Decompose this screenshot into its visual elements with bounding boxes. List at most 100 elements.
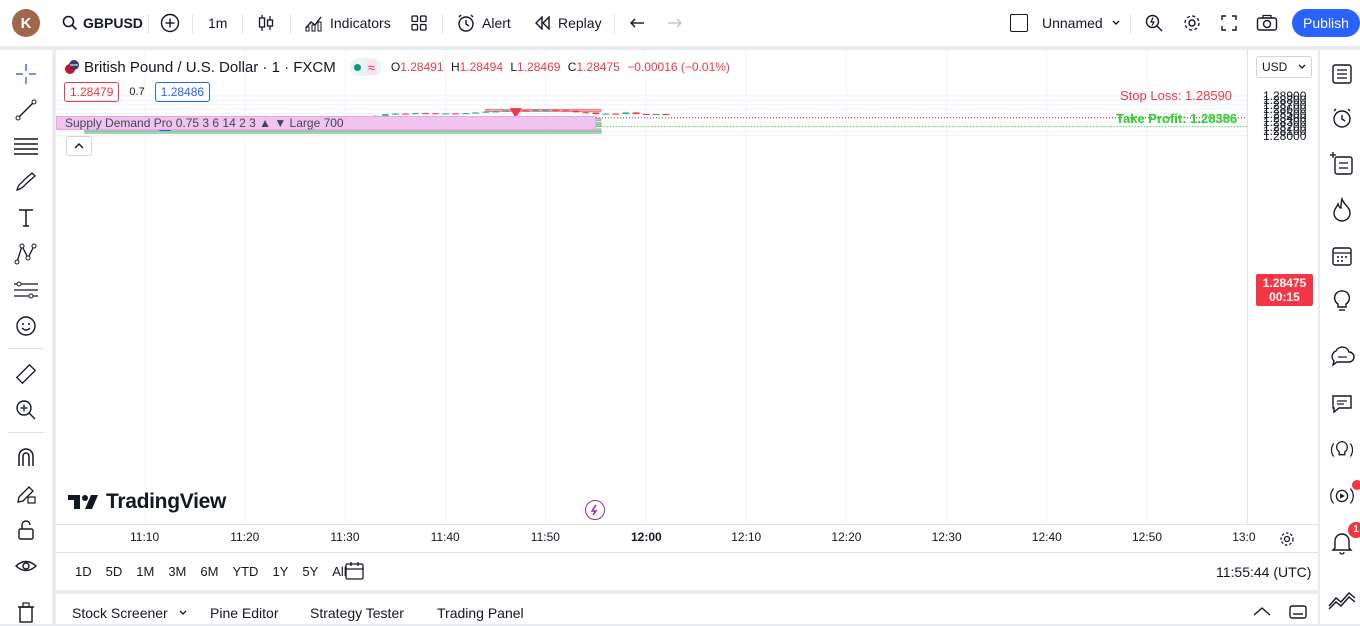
range-button-6m[interactable]: 6M — [200, 564, 219, 579]
publish-button[interactable]: Publish — [1292, 0, 1360, 46]
forecast-tool[interactable] — [12, 276, 40, 304]
lock-tool[interactable] — [12, 516, 40, 544]
event-marker[interactable] — [585, 500, 605, 520]
maximize-panel-button[interactable] — [1288, 603, 1308, 621]
currency-select[interactable]: USD — [1256, 56, 1312, 78]
time-tick-label: 12:40 — [1031, 530, 1062, 544]
range-button-all[interactable]: All — [332, 564, 347, 579]
indicator-legend[interactable]: Supply Demand Pro 0.75 3 6 14 2 3 ▲ ▼ La… — [56, 116, 596, 130]
user-avatar[interactable]: K — [12, 0, 40, 46]
magnet-tool[interactable] — [12, 444, 40, 472]
undo-button[interactable] — [628, 0, 646, 46]
notifications-button[interactable]: 1 — [1328, 522, 1360, 556]
tab-trading-panel[interactable]: Trading Panel — [437, 605, 524, 621]
hide-tool[interactable] — [12, 552, 40, 580]
object-tree-button[interactable] — [1328, 150, 1356, 178]
brush-tool[interactable] — [12, 168, 40, 196]
candle — [502, 110, 510, 112]
settings-button[interactable] — [1182, 0, 1202, 46]
range-button-1y[interactable]: 1Y — [272, 564, 289, 579]
indicators-icon — [305, 16, 322, 32]
tradingview-watermark: TradingView — [68, 490, 226, 514]
tab-stock-screener[interactable]: Stock Screener — [72, 605, 188, 621]
candle-body — [432, 113, 440, 115]
candle — [592, 112, 600, 115]
measure-tool[interactable] — [12, 360, 40, 388]
time-tick-label: 12:30 — [931, 530, 962, 544]
range-button-1m[interactable]: 1M — [136, 564, 155, 579]
lightning-icon — [590, 504, 598, 516]
alarm-clock-icon — [458, 14, 474, 32]
add-list-icon — [1330, 152, 1353, 175]
chart-canvas[interactable] — [56, 50, 1318, 590]
market-status[interactable]: ≈ — [349, 58, 381, 76]
axis-settings-button[interactable] — [1278, 530, 1296, 548]
trade-buttons: 1.28479 0.7 1.28486 — [64, 82, 211, 102]
minds-button[interactable] — [1328, 390, 1356, 418]
range-button-5d[interactable]: 5D — [105, 564, 123, 579]
calendar-button[interactable] — [1328, 242, 1356, 270]
pattern-icon — [14, 243, 37, 265]
fullscreen-button[interactable] — [1220, 0, 1238, 46]
streams-button[interactable] — [1328, 436, 1356, 464]
alarm-clock-icon — [1333, 108, 1351, 128]
chart-pane[interactable]: British Pound / U.S. Dollar · 1 · FXCM ≈… — [56, 50, 1318, 590]
range-button-1d[interactable]: 1D — [75, 564, 92, 579]
watchlist-button[interactable] — [1328, 60, 1356, 88]
alert-button[interactable]: Alert — [456, 0, 511, 46]
alerts-button[interactable] — [1328, 104, 1356, 132]
sell-button[interactable]: 1.28479 — [64, 82, 120, 102]
fib-tool[interactable] — [12, 132, 40, 160]
trading-panel-button[interactable] — [1328, 586, 1356, 614]
pattern-tool[interactable] — [12, 240, 40, 268]
buy-button[interactable]: 1.28486 — [154, 82, 211, 102]
delete-tool[interactable] — [12, 598, 40, 626]
compare-symbol-button[interactable] — [160, 0, 180, 46]
crosshair-tool[interactable] — [12, 60, 40, 88]
time-tick-label: 11:40 — [430, 530, 460, 544]
interval-button[interactable]: 1m — [208, 15, 228, 31]
range-button-5y[interactable]: 5Y — [302, 564, 319, 579]
speech-bubble-icon — [1332, 395, 1352, 414]
templates-button[interactable] — [410, 0, 428, 46]
watermark-text: TradingView — [106, 490, 227, 513]
ideas-button[interactable] — [1328, 288, 1356, 316]
open-value: 1.28491 — [400, 60, 444, 74]
smiley-icon — [16, 316, 36, 336]
tab-strategy-tester[interactable]: Strategy Tester — [310, 605, 404, 621]
hotlists-button[interactable] — [1328, 196, 1356, 224]
stay-drawing-tool[interactable] — [12, 480, 40, 508]
camera-icon — [1256, 14, 1278, 31]
collapse-panel-button[interactable] — [1252, 604, 1272, 618]
trend-line-tool[interactable] — [12, 96, 40, 124]
tab-pine-editor[interactable]: Pine Editor — [210, 605, 279, 621]
range-button-3m[interactable]: 3M — [168, 564, 187, 579]
redo-button[interactable] — [666, 0, 684, 46]
icon-tool[interactable] — [12, 312, 40, 340]
candle — [632, 112, 640, 115]
notification-badge: 1 — [1348, 522, 1360, 538]
layout-checkbox[interactable] — [1010, 0, 1028, 46]
symbol-title[interactable]: British Pound / U.S. Dollar · 1 · FXCM — [84, 58, 336, 76]
collapse-legend-button[interactable] — [66, 136, 92, 156]
chart-type-button[interactable] — [256, 0, 276, 46]
chats-button[interactable] — [1328, 342, 1356, 370]
snapshot-button[interactable] — [1256, 0, 1278, 46]
range-button-ytd[interactable]: YTD — [232, 564, 259, 579]
time-tick-label: 12:00 — [631, 530, 662, 544]
indicators-button[interactable]: Indicators — [304, 0, 391, 46]
date-range-button[interactable] — [344, 560, 366, 582]
zoom-tool[interactable] — [12, 396, 40, 424]
text-tool[interactable] — [12, 204, 40, 232]
candle-body — [492, 111, 500, 113]
layout-name-button[interactable]: Unnamed — [1042, 0, 1121, 46]
candle — [622, 112, 630, 115]
brush-icon — [16, 172, 36, 191]
replay-trading-button[interactable] — [1328, 480, 1360, 510]
replay-button[interactable]: Replay — [534, 0, 602, 46]
bottom-panel: Stock Screener Pine Editor Strategy Test… — [56, 594, 1318, 624]
symbol-search[interactable]: GBPUSD — [62, 0, 143, 46]
quick-search-button[interactable] — [1144, 0, 1164, 46]
candle-body — [542, 109, 550, 111]
utc-clock[interactable]: 11:55:44 (UTC) — [1216, 564, 1312, 580]
